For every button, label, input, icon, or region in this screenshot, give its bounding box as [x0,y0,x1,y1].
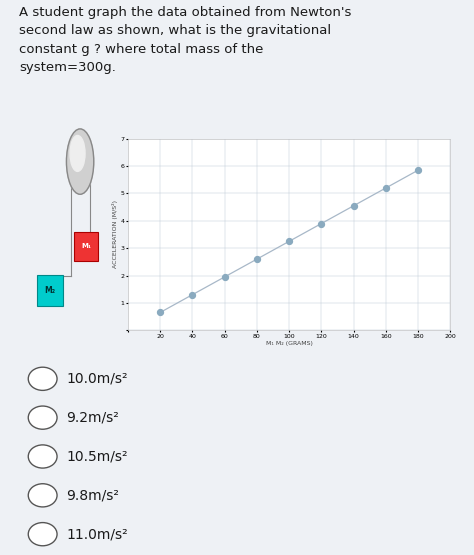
Circle shape [66,129,94,194]
X-axis label: M₁ M₂ (GRAMS): M₁ M₂ (GRAMS) [266,341,312,346]
Point [382,184,390,193]
Text: 10.5m/s²: 10.5m/s² [66,450,128,463]
Point [189,290,196,299]
Point [253,255,261,264]
Circle shape [70,135,85,171]
Text: 9.2m/s²: 9.2m/s² [66,411,119,425]
Text: M₂: M₂ [45,286,56,295]
Circle shape [28,406,57,429]
Text: 9.8m/s²: 9.8m/s² [66,488,119,502]
Point [156,308,164,317]
Y-axis label: ACCELERATION (M/S²): ACCELERATION (M/S²) [112,200,118,269]
Circle shape [28,445,57,468]
Point [221,273,228,281]
Point [285,237,293,246]
Text: A student graph the data obtained from Newton's
second law as shown, what is the: A student graph the data obtained from N… [19,6,351,74]
Circle shape [28,367,57,390]
FancyBboxPatch shape [73,232,99,261]
Text: M₁: M₁ [81,243,91,249]
Circle shape [28,484,57,507]
Point [318,219,325,228]
Point [414,166,422,175]
FancyBboxPatch shape [37,275,64,306]
Text: 10.0m/s²: 10.0m/s² [66,372,128,386]
Point [350,201,357,210]
Text: 11.0m/s²: 11.0m/s² [66,527,128,541]
Circle shape [28,523,57,546]
